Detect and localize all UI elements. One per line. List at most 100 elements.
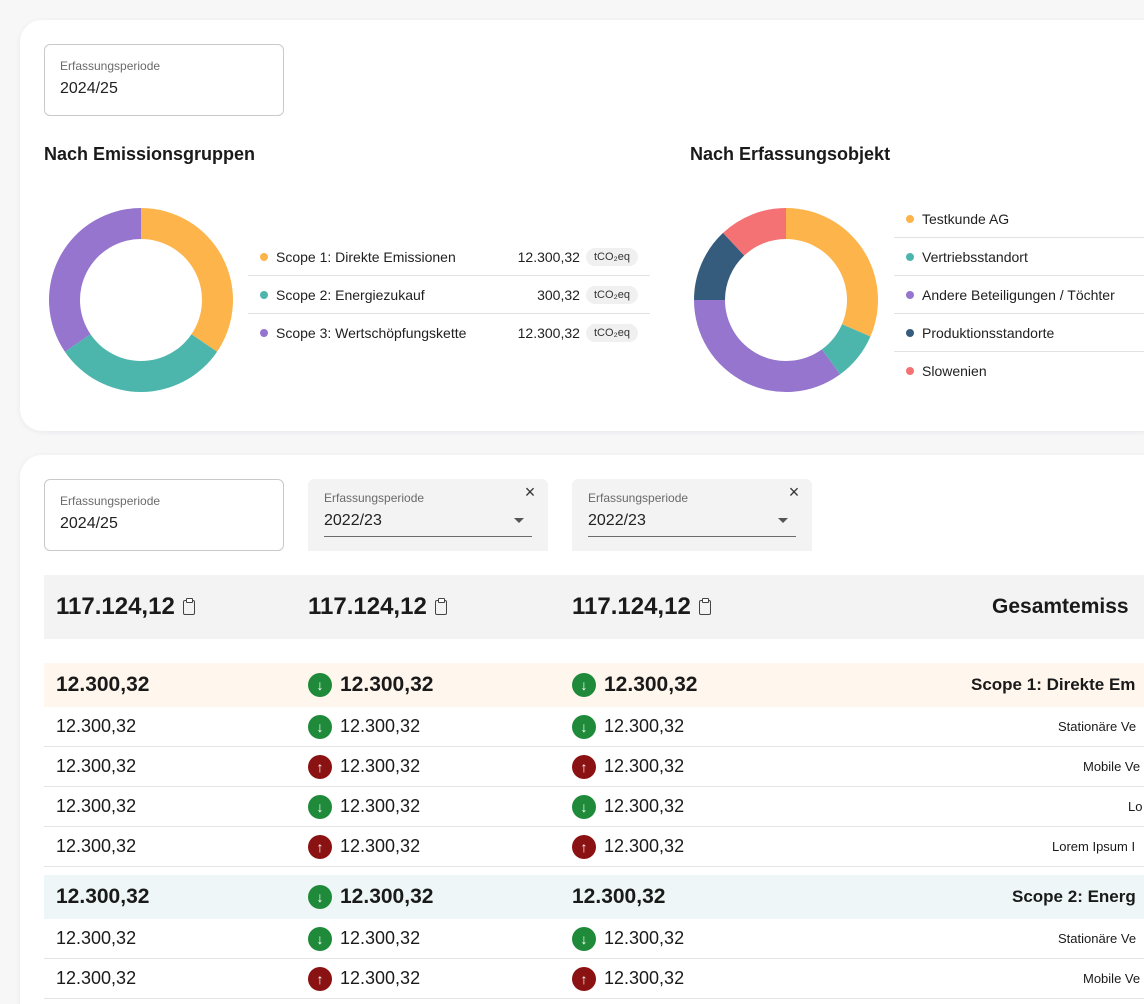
scope1-sub-row[interactable]: 12.300,32 ↑ 12.300,32 ↑ 12.300,32 Mobile V… xyxy=(44,747,1144,787)
sub-value: 12.300,32 xyxy=(340,836,421,856)
scope-value: 12.300,32 xyxy=(340,673,434,696)
sub-value: 12.300,32 xyxy=(604,836,685,856)
legend-row-scope2[interactable]: Scope 2: Energiezukauf 300,32 tCO₂eq xyxy=(248,276,650,314)
legend-label: Slowenien xyxy=(922,363,987,379)
unit-chip: tCO₂eq xyxy=(585,324,638,342)
sub-value: 12.300,32 xyxy=(604,928,685,948)
compare-period-field-1[interactable]: Erfassungsperiode 2024/25 xyxy=(44,479,284,551)
total-cell-1: 117.124,12 xyxy=(56,593,195,621)
trend-down-icon: ↓ xyxy=(572,926,596,951)
donut-slice-scope-2-energiezukauf[interactable] xyxy=(64,334,218,392)
clipboard-icon[interactable] xyxy=(182,597,195,615)
scope1-cell-3: ↓ 12.300,32 xyxy=(572,673,697,697)
donut-slice-vertriebsstandort[interactable] xyxy=(821,324,871,375)
trend-up-icon: ↑ xyxy=(572,834,596,859)
legend-dot xyxy=(260,252,268,261)
legend-row-produktion[interactable]: Produktionsstandorte xyxy=(894,314,1144,352)
sub-label: Mobile Ve xyxy=(1083,971,1141,986)
group-chart-title: Nach Emissionsgruppen xyxy=(44,144,256,164)
select-label: Erfassungsperiode xyxy=(588,491,689,505)
legend-row-beteiligungen[interactable]: Andere Beteiligungen / Töchter xyxy=(894,276,1144,314)
unit-chip: tCO₂eq xyxy=(585,247,638,266)
total-emissions-row: 117.124,12 117.124,12 117.124,12 Gesamte… xyxy=(44,575,1144,639)
donut-slice-slowenien[interactable] xyxy=(723,208,786,256)
object-chart-title: Nach Erfassungsobjekt xyxy=(690,144,891,164)
legend-row-scope1[interactable]: Scope 1: Direkte Emissionen 12.300,32 tC… xyxy=(248,238,650,276)
scope1-cell-1: 12.300,32 xyxy=(56,673,149,697)
clipboard-icon[interactable] xyxy=(698,597,711,615)
scope1-sub-row[interactable]: 12.300,32 ↓ 12.300,32 ↓ 12.300,32 Lo xyxy=(44,787,1144,827)
scope-value: 12.300,32 xyxy=(56,885,150,908)
sub-value: 12.300,32 xyxy=(56,928,137,948)
legend-label: Scope 1: Direkte Emissionen xyxy=(276,248,456,265)
close-icon[interactable]: × xyxy=(524,482,536,502)
sub-value: 12.300,32 xyxy=(340,968,421,988)
sub-value: 12.300,32 xyxy=(340,796,421,816)
scope2-sub-row[interactable]: 12.300,32 ↑ 12.300,32 ↑ 12.300,32 Mobile V… xyxy=(44,959,1144,999)
field-value: 2024/25 xyxy=(60,515,118,532)
legend-row-vertrieb[interactable]: Vertriebsstandort xyxy=(894,238,1144,276)
trend-down-icon: ↓ xyxy=(308,926,332,951)
donut-slice-andere-beteiligungen-t-chter[interactable] xyxy=(694,300,841,392)
scope-value: 12.300,32 xyxy=(572,885,666,908)
legend-row-slowenien[interactable]: Slowenien xyxy=(894,352,1144,390)
sub-value: 12.300,32 xyxy=(56,968,137,988)
scope1-sub-row[interactable]: 12.300,32 ↑ 12.300,32 ↑ 12.300,32 Lorem Ip… xyxy=(44,827,1144,867)
scope1-cell-2: ↓ 12.300,32 xyxy=(308,673,433,697)
select-label: Erfassungsperiode xyxy=(324,491,425,505)
trend-up-icon: ↑ xyxy=(308,754,332,779)
sub-value: 12.300,32 xyxy=(340,756,421,776)
trend-down-icon: ↓ xyxy=(308,714,332,739)
comparison-card: Erfassungsperiode 2024/25 Erfassungsperi… xyxy=(20,455,1144,1004)
sub-label: Lo xyxy=(1128,799,1143,814)
legend-dot xyxy=(906,290,914,299)
donut-slice-scope-3-wertsch-pfungskette[interactable] xyxy=(49,208,141,352)
scope1-sub-row[interactable]: 12.300,32 ↓ 12.300,32 ↓ 12.300,32 Stationä… xyxy=(44,707,1144,747)
chevron-down-icon[interactable] xyxy=(778,518,788,523)
legend-row-testkunde[interactable]: Testkunde AG xyxy=(894,200,1144,238)
scope-value: 12.300,32 xyxy=(56,673,150,696)
donut-slice-testkunde-ag[interactable] xyxy=(786,208,878,337)
trend-down-icon: ↓ xyxy=(308,794,332,819)
period-field-label: Erfassungsperiode xyxy=(60,59,161,73)
total-value: 117.124,12 xyxy=(56,593,175,620)
period-field[interactable]: Erfassungsperiode 2024/25 xyxy=(44,44,284,116)
scope2-row[interactable]: 12.300,32 ↓ 12.300,32 12.300,32 Scope 2: … xyxy=(44,875,1144,919)
scope1-label: Scope 1: Direkte Em xyxy=(971,675,1136,694)
legend-value: 12.300,32 xyxy=(517,248,580,265)
trend-down-icon: ↓ xyxy=(308,673,332,697)
scope1-row[interactable]: 12.300,32 ↓ 12.300,32 ↓ 12.300,32 Scope … xyxy=(44,663,1144,707)
trend-down-icon: ↓ xyxy=(308,885,332,909)
legend-label: Vertriebsstandort xyxy=(922,248,1028,265)
chevron-down-icon[interactable] xyxy=(514,518,524,523)
scope2-sub-row[interactable]: 12.300,32 ↓ 12.300,32 ↓ 12.300,32 Stationä… xyxy=(44,919,1144,959)
clipboard-icon[interactable] xyxy=(434,597,447,615)
compare-period-select-2[interactable]: Erfassungsperiode 2022/23 × xyxy=(308,479,548,551)
sub-label: Stationäre Ve xyxy=(1058,931,1137,946)
sub-value: 12.300,32 xyxy=(56,716,137,736)
unit-chip: tCO₂eq xyxy=(585,285,638,304)
distribution-card: Erfassungsperiode 2024/25 Nach Emissions… xyxy=(20,20,1144,431)
legend-label: Scope 3: Wertschöpfungskette xyxy=(276,325,467,341)
sub-value: 12.300,32 xyxy=(56,796,137,816)
legend-dot xyxy=(260,290,268,299)
sub-value: 12.300,32 xyxy=(604,716,685,736)
donut-slice-scope-1-direkte-emissionen[interactable] xyxy=(141,208,233,352)
sub-value: 12.300,32 xyxy=(56,756,137,776)
select-underline xyxy=(588,536,796,537)
field-label: Erfassungsperiode xyxy=(60,494,161,508)
total-label: Gesamtemiss xyxy=(992,595,1129,618)
sub-label: Mobile Ve xyxy=(1083,759,1141,774)
trend-up-icon: ↑ xyxy=(572,754,596,779)
donut-slice-produktionsstandorte[interactable] xyxy=(694,232,745,300)
legend-row-scope3[interactable]: Scope 3: Wertschöpfungskette 12.300,32 t… xyxy=(248,314,650,352)
sub-value: 12.300,32 xyxy=(340,928,421,948)
total-cell-3: 117.124,12 xyxy=(572,593,711,621)
legend-dot xyxy=(260,329,268,337)
close-icon[interactable]: × xyxy=(788,482,800,502)
sub-label: Stationäre Ve xyxy=(1058,719,1137,734)
group-donut-chart xyxy=(49,208,233,392)
total-value: 117.124,12 xyxy=(572,593,691,620)
select-value: 2022/23 xyxy=(588,512,646,529)
compare-period-select-3[interactable]: Erfassungsperiode 2022/23 × xyxy=(572,479,812,551)
